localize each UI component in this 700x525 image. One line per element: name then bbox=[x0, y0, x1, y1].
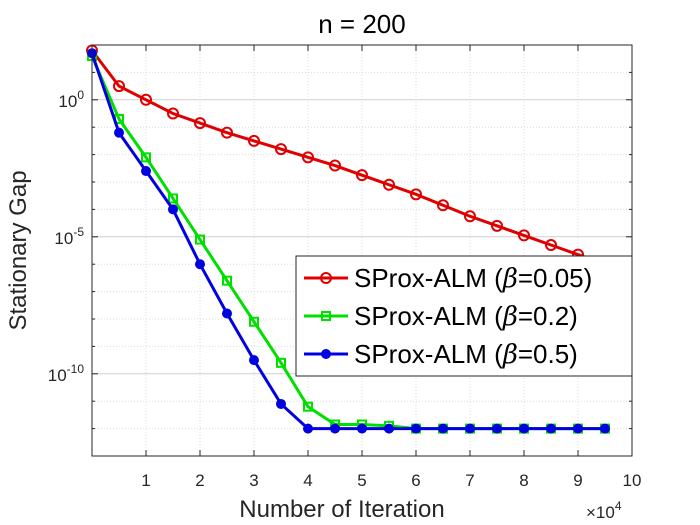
data-point-circle bbox=[518, 229, 530, 242]
legend-label-prefix: SProx-ALM ( bbox=[354, 301, 503, 331]
x-tick-label: 7 bbox=[465, 471, 474, 490]
data-point-circle bbox=[321, 349, 331, 359]
legend-label-suffix: =0.05) bbox=[518, 263, 592, 293]
legend-item: SProx-ALM (β=0.5) bbox=[304, 339, 578, 370]
y-axis-label: Stationary Gap bbox=[5, 170, 32, 330]
legend-item: SProx-ALM (β=0.05) bbox=[304, 263, 592, 294]
data-point-circle bbox=[302, 151, 314, 164]
x-tick-label: 6 bbox=[411, 471, 420, 490]
data-point-square bbox=[141, 152, 151, 163]
x-tick-label: 5 bbox=[357, 471, 366, 490]
y-tick-label: 100 bbox=[58, 88, 84, 111]
legend-label-prefix: SProx-ALM ( bbox=[354, 263, 503, 293]
legend-item: SProx-ALM (β=0.2) bbox=[304, 301, 578, 332]
axis-ticks bbox=[92, 45, 633, 456]
y-tick-label: 10-5 bbox=[54, 225, 84, 248]
data-point-circle bbox=[329, 159, 341, 172]
legend-box bbox=[295, 255, 633, 377]
y-tick-label-exponent: 0 bbox=[77, 88, 84, 102]
legend-label-suffix: =0.2) bbox=[518, 301, 578, 331]
y-tick-label-base: 10 bbox=[48, 366, 67, 385]
series-sprox-alm-0-5- bbox=[87, 48, 610, 434]
x-tick-label: 4 bbox=[303, 471, 312, 490]
data-point-circle bbox=[320, 272, 332, 284]
y-tick-label-exponent: -10 bbox=[67, 362, 85, 376]
series-layer bbox=[86, 44, 611, 434]
data-point-square bbox=[195, 234, 205, 245]
legend-label-beta: β bbox=[502, 302, 518, 332]
x-tick-label: 2 bbox=[195, 471, 204, 490]
y-tick-label-exponent: -5 bbox=[73, 225, 84, 239]
data-point-circle bbox=[411, 423, 421, 434]
x-tick-label: 10 bbox=[623, 471, 642, 490]
legend-label: SProx-ALM (β=0.2) bbox=[354, 301, 578, 332]
data-point-circle bbox=[545, 239, 557, 252]
data-point-square bbox=[303, 401, 313, 412]
data-point-circle bbox=[113, 80, 125, 93]
data-point-circle bbox=[491, 219, 503, 232]
data-point-circle bbox=[276, 398, 286, 409]
data-point-circle bbox=[330, 423, 340, 434]
data-point-circle bbox=[438, 423, 448, 434]
data-point-circle bbox=[573, 423, 583, 434]
x-multiplier-exponent: 4 bbox=[615, 499, 622, 513]
x-multiplier-base: ×10 bbox=[586, 503, 615, 522]
legend-label: SProx-ALM (β=0.05) bbox=[354, 263, 592, 294]
grid-major bbox=[92, 45, 632, 456]
data-point-circle bbox=[519, 423, 529, 434]
legend-label-beta: β bbox=[502, 264, 518, 294]
data-point-circle bbox=[464, 210, 476, 223]
y-tick-label-base: 10 bbox=[54, 229, 73, 248]
data-point-circle bbox=[410, 188, 422, 201]
data-point-square bbox=[276, 357, 286, 368]
data-point-circle bbox=[194, 117, 206, 130]
data-point-circle bbox=[221, 126, 233, 139]
legend-label-prefix: SProx-ALM ( bbox=[354, 339, 503, 369]
data-point-circle bbox=[437, 199, 449, 212]
data-point-circle bbox=[249, 355, 259, 366]
data-point-circle bbox=[357, 423, 367, 434]
data-point-circle bbox=[356, 169, 368, 182]
data-point-circle bbox=[492, 423, 502, 434]
legend-label-beta: β bbox=[502, 340, 518, 370]
y-tick-label: 10-10 bbox=[48, 362, 85, 385]
data-point-circle bbox=[140, 93, 152, 106]
x-tick-labels: 1 2 3 4 5 6 7 8 9 10 bbox=[141, 471, 641, 490]
data-point-circle bbox=[141, 166, 151, 177]
data-point-circle bbox=[465, 423, 475, 434]
x-tick-label: 3 bbox=[249, 471, 258, 490]
legend-label: SProx-ALM (β=0.5) bbox=[354, 339, 578, 370]
x-axis-label: Number of Iteration bbox=[239, 496, 444, 523]
data-point-circle bbox=[114, 127, 124, 138]
data-point-circle bbox=[546, 423, 556, 434]
data-point-circle bbox=[167, 107, 179, 120]
data-point-square bbox=[168, 193, 178, 204]
x-tick-label: 8 bbox=[519, 471, 528, 490]
data-point-circle bbox=[383, 178, 395, 191]
y-tick-label-base: 10 bbox=[58, 92, 77, 111]
chart-title: n = 200 bbox=[318, 9, 405, 39]
data-point-circle bbox=[600, 423, 610, 434]
data-point-circle bbox=[195, 259, 205, 270]
data-point-circle bbox=[384, 423, 394, 434]
data-point-circle bbox=[248, 134, 260, 147]
data-point-circle bbox=[303, 423, 313, 434]
legend-label-suffix: =0.5) bbox=[518, 339, 578, 369]
data-point-square bbox=[222, 275, 232, 286]
data-point-circle bbox=[275, 143, 287, 156]
data-point-square bbox=[321, 311, 331, 321]
data-point-circle bbox=[222, 308, 232, 319]
x-tick-label: 1 bbox=[141, 471, 150, 490]
legend: SProx-ALM (β=0.05)SProx-ALM (β=0.2)SProx… bbox=[295, 255, 633, 377]
x-tick-label: 9 bbox=[573, 471, 582, 490]
x-axis-multiplier: ×104 bbox=[586, 499, 622, 522]
data-point-circle bbox=[168, 204, 178, 215]
data-point-square bbox=[249, 316, 259, 327]
